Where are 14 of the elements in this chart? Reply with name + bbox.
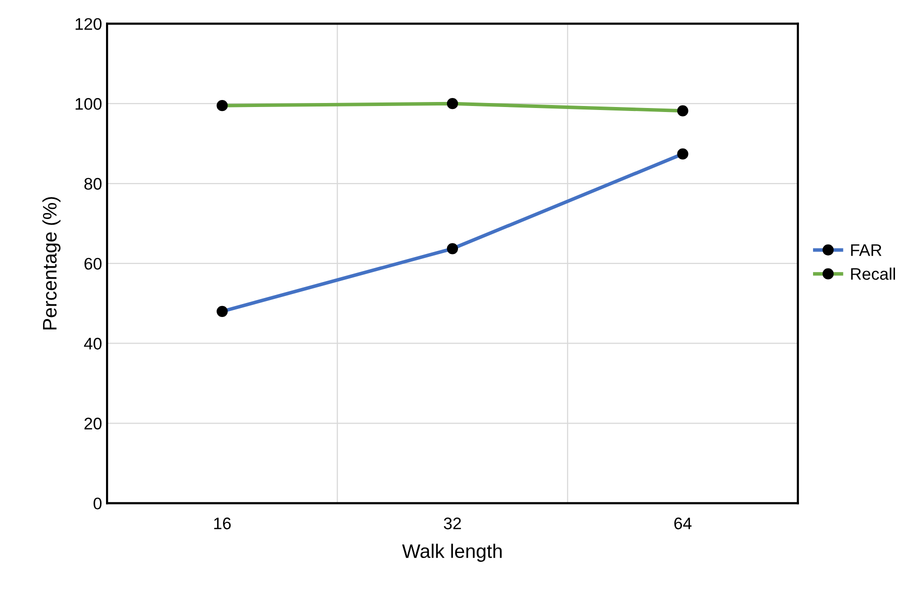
x-axis-title: Walk length (402, 544, 502, 562)
x-tick-label: 16 (214, 518, 231, 530)
x-tick-label: 32 (444, 518, 461, 530)
y-tick-label: 120 (76, 18, 102, 30)
y-tick-label: 60 (84, 258, 102, 270)
y-tick-label: 0 (94, 498, 102, 510)
y-axis-title: Percentage (%) (42, 197, 60, 330)
y-tick-label: 20 (84, 418, 102, 430)
x-tick-label: 64 (674, 518, 692, 530)
y-tick-label: 80 (84, 178, 102, 190)
y-tick-label: 100 (76, 98, 102, 110)
legend-label: Recall (851, 268, 895, 280)
y-tick-label: 40 (84, 338, 102, 350)
legend-label: FAR (851, 244, 882, 256)
